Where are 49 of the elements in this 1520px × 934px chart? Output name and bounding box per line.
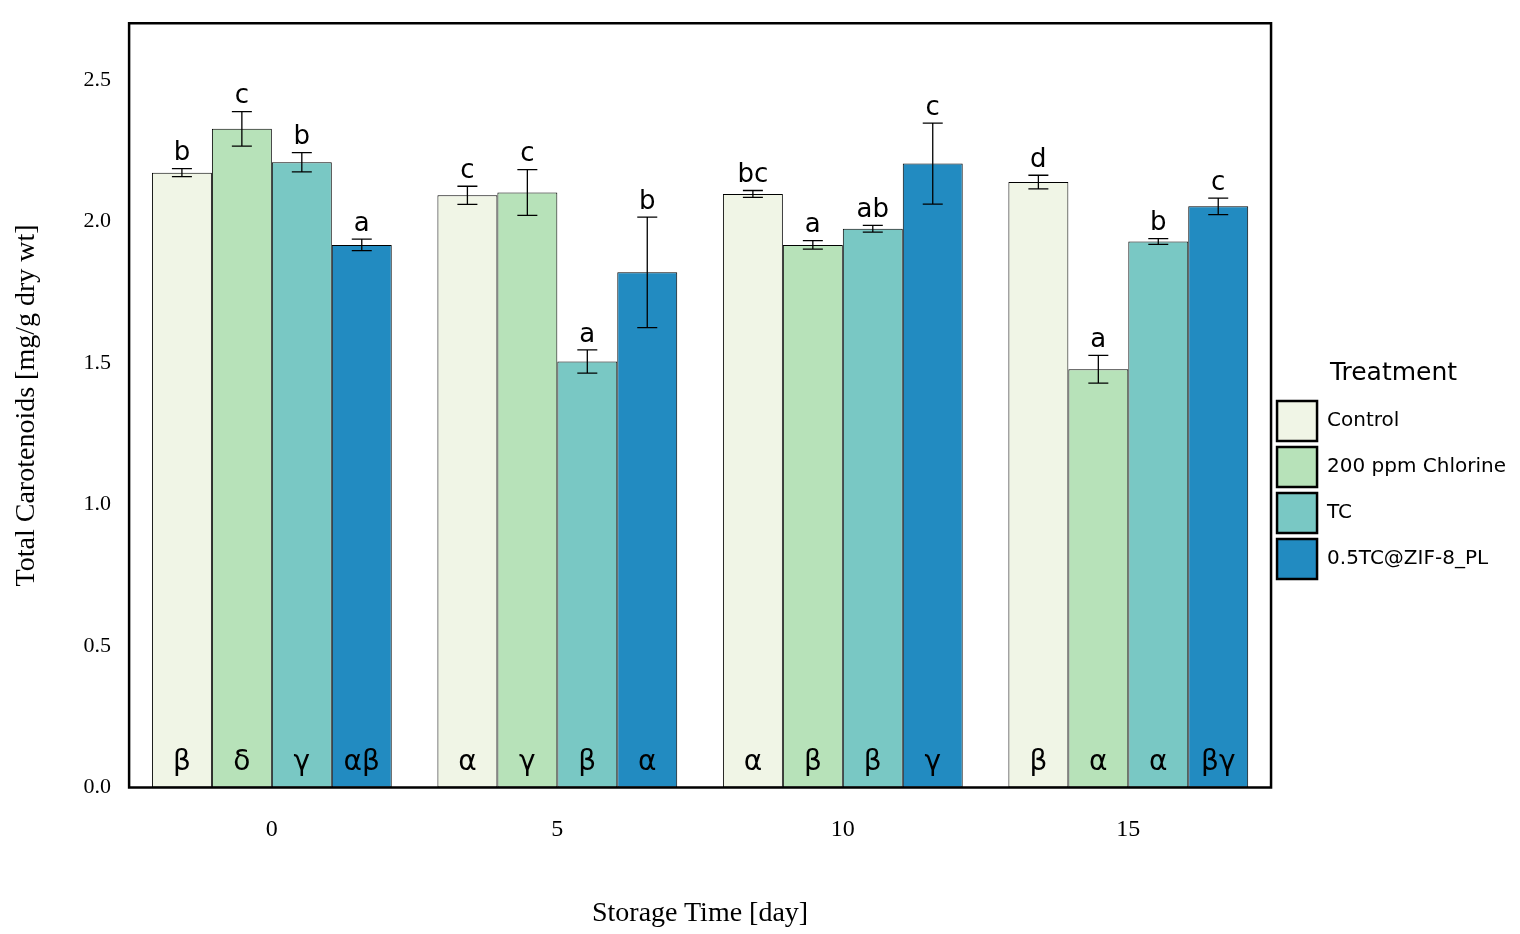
annotation: β <box>863 744 882 778</box>
x-tick-label: 5 <box>551 815 564 842</box>
data-label: ab <box>856 193 890 224</box>
y-axis-title: Total Carotenoids [mg/g dry wt] <box>9 224 41 587</box>
annotation: δ <box>233 744 251 778</box>
data-label: c <box>234 79 250 110</box>
y-tick-label: 0.0 <box>83 773 112 799</box>
data-label: b <box>1150 206 1167 237</box>
annotation: α <box>638 744 657 778</box>
annotation: γ <box>519 744 536 778</box>
data-label: b <box>173 136 191 167</box>
annotation: β <box>578 744 597 778</box>
x-tick-label: 10 <box>830 815 855 842</box>
data-label: b <box>293 120 311 151</box>
annotation: β <box>172 744 191 778</box>
data-label: b <box>639 184 656 215</box>
legend-label: TC <box>1326 499 1353 524</box>
data-label: a <box>353 206 370 237</box>
legend-title: Treatment <box>1328 357 1458 386</box>
annotation: α <box>1149 744 1168 778</box>
data-label: c <box>925 90 940 121</box>
x-tick-label: 0 <box>265 815 278 842</box>
data-label: a <box>1090 323 1107 354</box>
y-tick-label: 1.0 <box>83 490 112 516</box>
data-label: bc <box>737 158 769 189</box>
annotation: α <box>458 744 477 778</box>
data-label: c <box>520 137 535 168</box>
data-label: a <box>804 208 821 239</box>
data-label: a <box>579 317 596 348</box>
data-label: c <box>1211 165 1226 196</box>
legend-label: Control <box>1327 407 1400 432</box>
data-label: d <box>1030 142 1047 173</box>
annotation: γ <box>293 744 311 778</box>
annotation: βγ <box>1201 744 1236 778</box>
annotation: α <box>1089 744 1108 778</box>
annotation: β <box>1029 744 1048 778</box>
x-axis-title: Storage Time [day] <box>591 895 809 927</box>
y-tick-label: 0.5 <box>83 631 112 657</box>
annotation: β <box>803 744 822 778</box>
y-tick-label: 2.5 <box>83 65 112 91</box>
y-tick-label: 2.0 <box>83 207 112 233</box>
legend-label: 200 ppm Chlorine <box>1327 453 1507 478</box>
data-label: c <box>460 154 475 185</box>
y-tick-label: 1.5 <box>83 348 112 374</box>
annotation: αβ <box>343 744 380 778</box>
legend-label: 0.5TC@ZIF-8_PL <box>1327 545 1489 570</box>
x-tick-label: 15 <box>1116 815 1141 842</box>
annotation: α <box>743 744 763 778</box>
annotation: γ <box>924 744 942 778</box>
